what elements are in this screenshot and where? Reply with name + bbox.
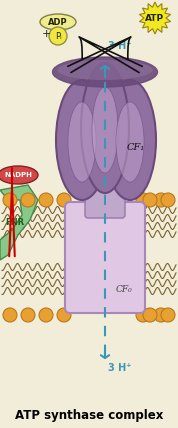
Circle shape xyxy=(136,193,150,207)
Circle shape xyxy=(161,308,175,322)
Text: ADP: ADP xyxy=(48,18,68,27)
Text: 3 H⁺: 3 H⁺ xyxy=(108,41,132,51)
Ellipse shape xyxy=(40,14,76,30)
Circle shape xyxy=(3,193,17,207)
Ellipse shape xyxy=(0,166,38,184)
Circle shape xyxy=(49,27,67,45)
FancyBboxPatch shape xyxy=(65,202,145,313)
Ellipse shape xyxy=(56,80,108,200)
Polygon shape xyxy=(139,2,171,34)
Text: FNR: FNR xyxy=(6,217,25,226)
Ellipse shape xyxy=(92,87,118,173)
Text: CF₁: CF₁ xyxy=(127,143,145,152)
Ellipse shape xyxy=(104,80,156,200)
Bar xyxy=(0,200,178,315)
Text: CF₀: CF₀ xyxy=(115,285,132,294)
Circle shape xyxy=(143,308,157,322)
FancyBboxPatch shape xyxy=(85,187,125,218)
Ellipse shape xyxy=(81,63,129,193)
Circle shape xyxy=(161,193,175,207)
Polygon shape xyxy=(0,185,38,260)
Text: +: + xyxy=(41,29,51,39)
Circle shape xyxy=(39,308,53,322)
Text: 3 H⁺: 3 H⁺ xyxy=(108,363,132,373)
Circle shape xyxy=(154,308,168,322)
Text: ATP: ATP xyxy=(145,14,165,23)
Text: NADPH: NADPH xyxy=(4,172,32,178)
Ellipse shape xyxy=(57,60,153,80)
Circle shape xyxy=(21,193,35,207)
Circle shape xyxy=(3,308,17,322)
Circle shape xyxy=(21,308,35,322)
Circle shape xyxy=(57,308,71,322)
Circle shape xyxy=(136,308,150,322)
Circle shape xyxy=(143,193,157,207)
Ellipse shape xyxy=(68,102,96,182)
Text: Pᵢ: Pᵢ xyxy=(55,32,61,41)
Circle shape xyxy=(57,193,71,207)
Ellipse shape xyxy=(116,102,144,182)
Ellipse shape xyxy=(53,57,158,87)
Circle shape xyxy=(154,193,168,207)
Circle shape xyxy=(39,193,53,207)
Text: ATP synthase complex: ATP synthase complex xyxy=(15,408,163,422)
